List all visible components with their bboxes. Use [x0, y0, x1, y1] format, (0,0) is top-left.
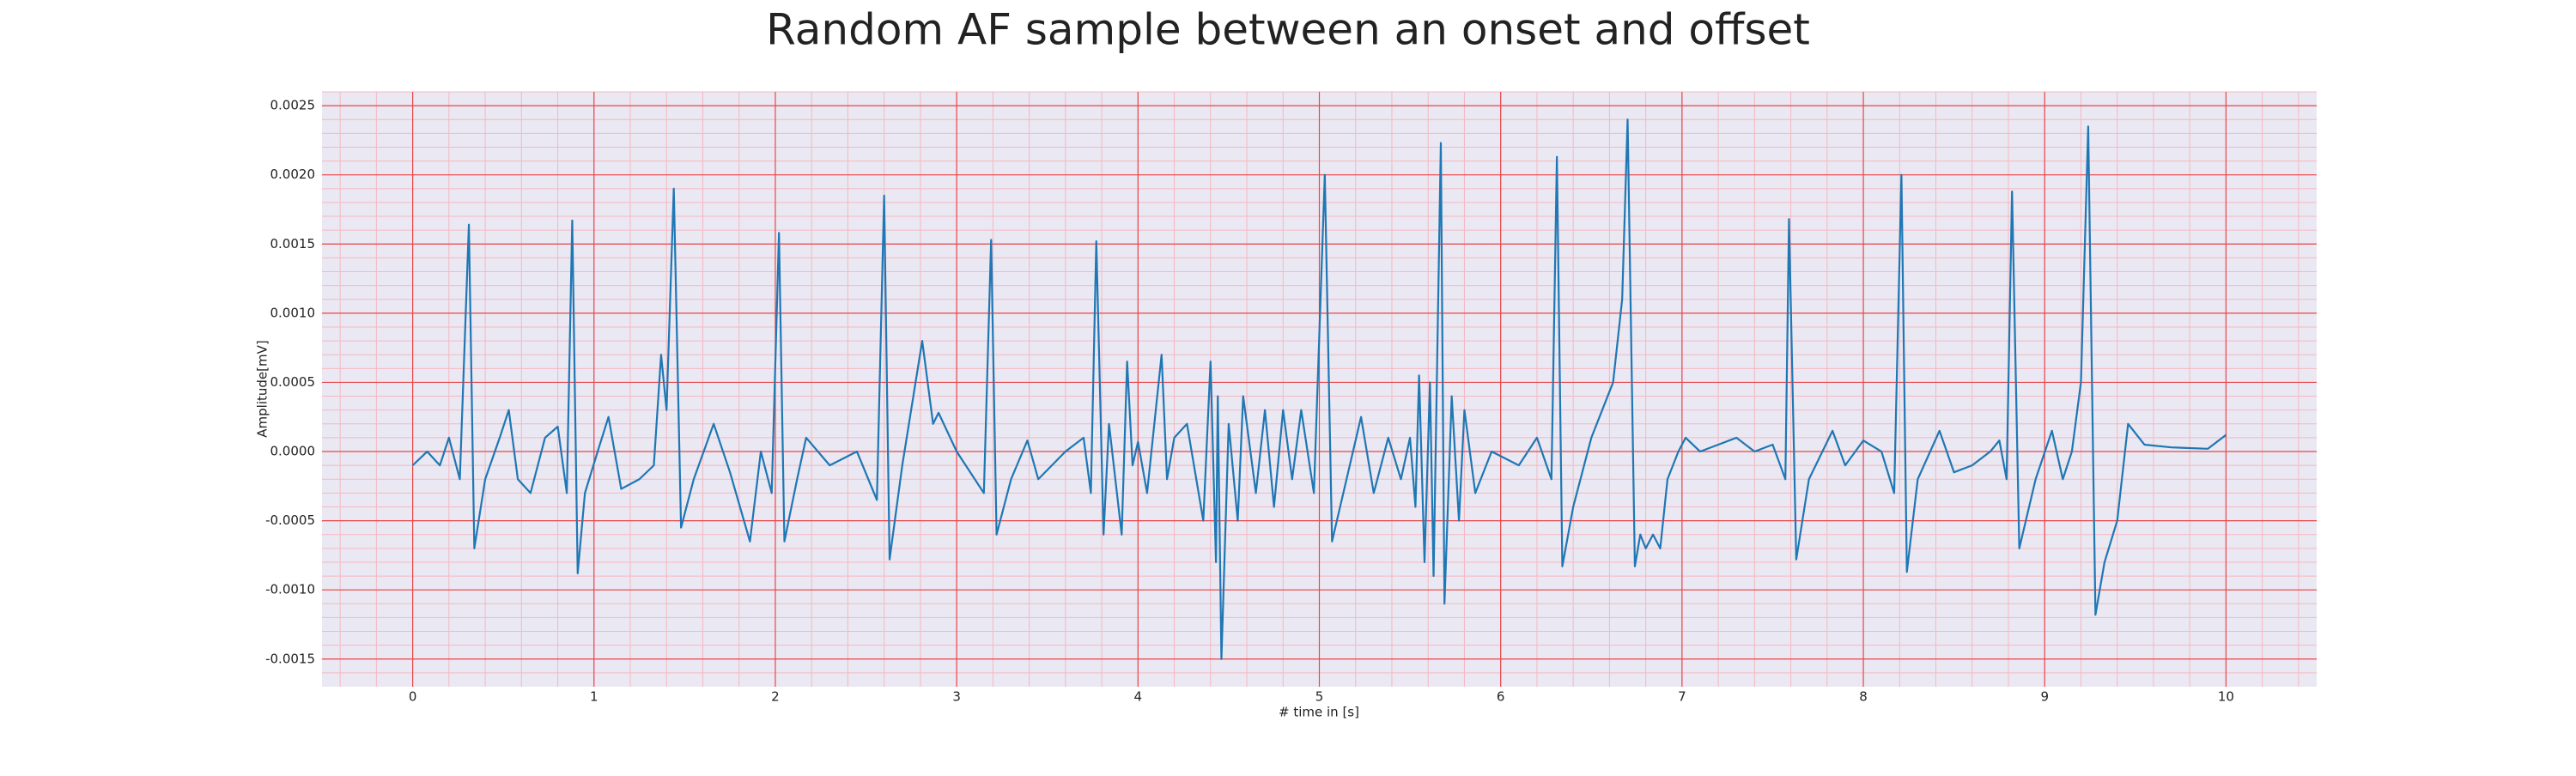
- chart-title: Random AF sample between an onset and of…: [766, 5, 1810, 55]
- y-tick-label: 0.0005: [270, 374, 316, 390]
- x-tick-label: 9: [2040, 689, 2049, 705]
- y-axis-label: Amplitude[mV]: [255, 340, 270, 437]
- y-tick-label: -0.0005: [265, 512, 315, 528]
- y-tick-label: 0.0000: [270, 444, 316, 459]
- y-tick-label: -0.0010: [265, 582, 315, 597]
- x-tick-label: 4: [1134, 689, 1143, 705]
- x-tick-label: 0: [409, 689, 417, 705]
- x-tick-label: 6: [1497, 689, 1505, 705]
- y-tick-label: 0.0015: [270, 236, 316, 252]
- y-tick-label: 0.0020: [270, 167, 316, 182]
- x-axis-label: # time in [s]: [1279, 705, 1359, 720]
- y-tick-label: 0.0010: [270, 305, 316, 320]
- x-tick-label: 3: [952, 689, 961, 705]
- x-tick-label: 7: [1678, 689, 1686, 705]
- x-tick-label: 1: [590, 689, 598, 705]
- y-tick-label: 0.0025: [270, 98, 316, 113]
- signal-line: [411, 118, 2227, 660]
- x-tick-label: 5: [1315, 689, 1324, 705]
- y-tick-label: -0.0015: [265, 651, 315, 666]
- x-tick-label: 10: [2218, 689, 2234, 705]
- x-tick-label: 8: [1859, 689, 1868, 705]
- x-tick-label: 2: [771, 689, 780, 705]
